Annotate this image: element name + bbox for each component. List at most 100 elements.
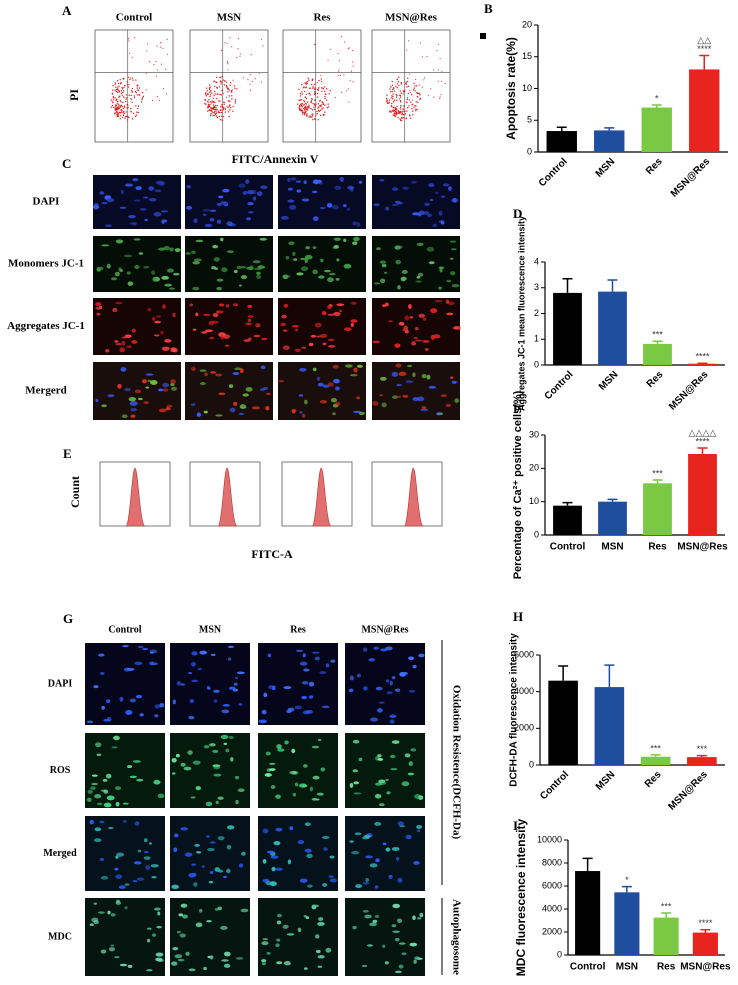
micrograph — [278, 362, 366, 420]
cell — [248, 211, 254, 214]
event-dot — [122, 78, 125, 80]
cell — [238, 284, 242, 287]
cell — [317, 965, 323, 968]
event-dot — [258, 72, 260, 74]
axis-title: PI — [67, 89, 81, 101]
cell — [261, 962, 266, 966]
cell — [414, 327, 419, 331]
event-dot — [214, 101, 216, 104]
event-dot — [117, 115, 119, 117]
cell — [157, 958, 164, 962]
cell — [210, 653, 216, 657]
event-dot — [311, 109, 314, 111]
event-dot — [117, 107, 119, 110]
event-dot — [399, 100, 402, 102]
y-tick-label: 4000 — [514, 686, 534, 696]
cell — [226, 221, 233, 226]
cell — [126, 271, 131, 275]
cell — [93, 203, 99, 206]
cell — [131, 340, 138, 344]
event-dot — [229, 84, 231, 86]
error-bar — [607, 279, 618, 292]
event-dot — [126, 84, 129, 86]
micrograph — [278, 236, 366, 292]
cell — [121, 340, 126, 346]
event-dot — [402, 108, 405, 110]
event-dot — [316, 81, 318, 84]
y-axis-title: Percentage of Ca²⁺ positive cells(%) — [512, 390, 524, 579]
cell — [209, 871, 214, 874]
cell — [281, 314, 287, 319]
cell — [131, 328, 136, 333]
event-dot — [130, 107, 132, 110]
event-dot — [135, 105, 137, 107]
cell — [247, 318, 252, 323]
cell — [358, 757, 363, 762]
cell — [428, 183, 435, 188]
cell — [416, 275, 421, 279]
cell — [385, 679, 390, 683]
event-dot — [160, 63, 163, 65]
event-dot — [303, 101, 306, 103]
cell — [379, 781, 387, 785]
event-dot — [418, 93, 420, 95]
event-dot — [112, 97, 115, 99]
cell — [133, 199, 141, 202]
cell — [247, 190, 255, 195]
event-dot — [218, 86, 221, 88]
event-dot — [399, 118, 401, 120]
cell — [172, 699, 176, 705]
event-dot — [406, 80, 409, 83]
axis-title: Count — [68, 476, 82, 508]
cell — [408, 304, 412, 309]
cell — [363, 647, 368, 652]
cell — [242, 393, 249, 397]
event-dot — [120, 104, 122, 107]
event-dot — [211, 100, 214, 102]
event-dot — [208, 101, 210, 103]
event-dot — [209, 86, 211, 88]
event-dot — [117, 82, 120, 85]
event-dot — [112, 84, 114, 87]
event-dot — [207, 93, 209, 95]
cell — [120, 189, 124, 195]
event-dot — [110, 99, 113, 101]
cell — [369, 922, 377, 927]
event-dot — [115, 108, 118, 111]
cell — [247, 202, 254, 206]
event-dot — [316, 112, 318, 115]
cell — [418, 313, 425, 318]
cell — [227, 250, 234, 254]
event-dot — [302, 113, 304, 115]
cell — [332, 412, 336, 416]
event-dot — [145, 72, 147, 74]
cell — [204, 329, 213, 333]
event-dot — [390, 105, 393, 107]
cell — [86, 720, 94, 724]
event-dot — [406, 98, 408, 101]
cell — [283, 961, 291, 966]
cell — [256, 271, 261, 275]
cell — [379, 260, 387, 264]
cell — [394, 343, 401, 348]
event-dot — [220, 94, 223, 96]
event-dot — [388, 101, 391, 103]
event-dot — [226, 60, 229, 63]
event-dot — [228, 109, 231, 111]
cell — [217, 906, 223, 911]
event-dot — [325, 99, 328, 102]
cell — [330, 659, 336, 663]
event-dot — [409, 90, 411, 92]
event-dot — [322, 102, 324, 104]
event-dot — [393, 109, 395, 111]
event-dot — [215, 112, 218, 114]
event-dot — [206, 100, 209, 103]
bar — [653, 917, 679, 955]
column-title: Control — [116, 12, 152, 24]
cell — [373, 282, 381, 285]
cell — [126, 667, 135, 671]
cell — [119, 696, 124, 702]
cell — [405, 380, 414, 383]
cell — [308, 695, 314, 699]
cell — [158, 247, 166, 251]
